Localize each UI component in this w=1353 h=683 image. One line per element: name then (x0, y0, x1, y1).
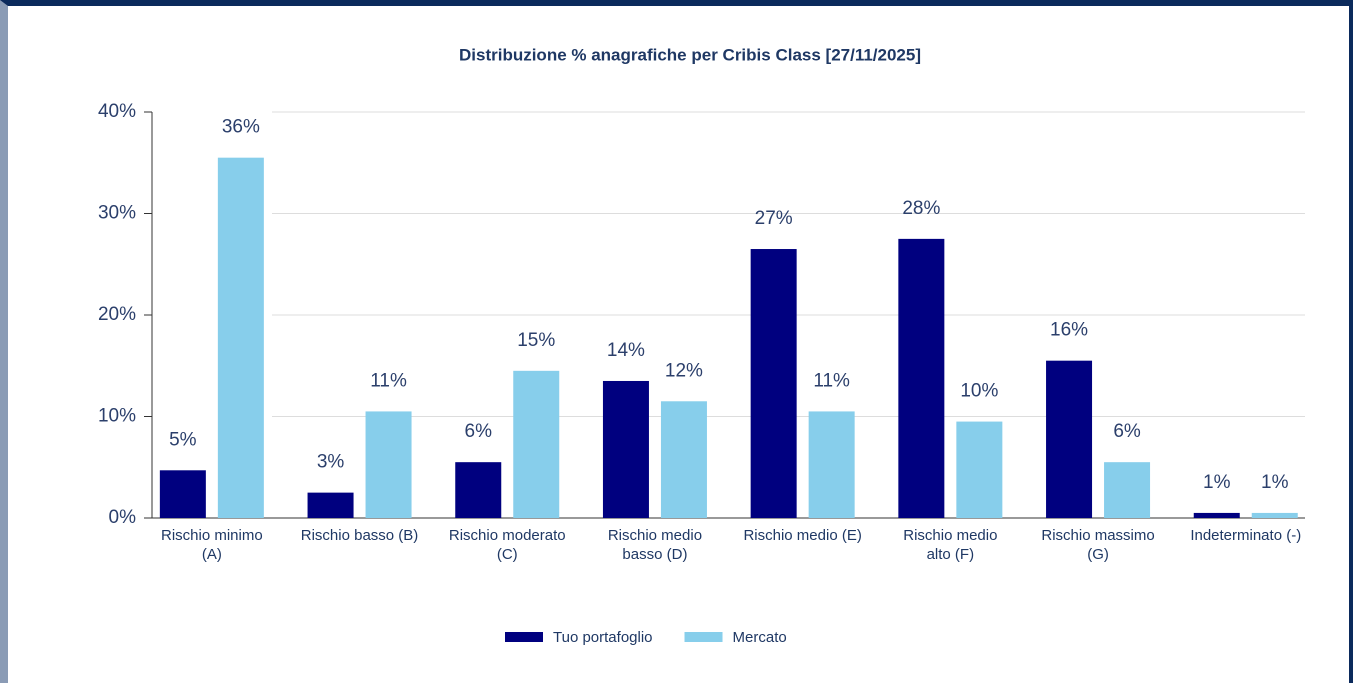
x-tick-label: Rischio basso (B) (300, 527, 419, 544)
x-tick-label-box: Rischio basso (B) (300, 527, 419, 544)
data-label: 15% (517, 330, 555, 351)
bar (808, 411, 855, 518)
bar (159, 470, 206, 518)
bar (1046, 360, 1093, 518)
bar (217, 157, 264, 519)
bar (898, 238, 945, 518)
x-tick-label: Rischio medio (E) (743, 527, 862, 544)
bar (1104, 462, 1151, 518)
x-tick-label-box: Rischio massimo (G) (1041, 527, 1155, 563)
data-label: 28% (902, 198, 940, 219)
data-label: 12% (665, 360, 703, 381)
data-label: 10% (960, 381, 998, 402)
y-tick-label: 0% (109, 507, 137, 528)
y-tick-label: 40% (98, 101, 136, 122)
chart-title: Distribuzione % anagrafiche per Cribis C… (459, 45, 921, 64)
bar (513, 370, 560, 518)
data-label: 6% (465, 421, 493, 442)
bar (1251, 512, 1298, 518)
x-tick-label: Rischio minimo (A) (160, 527, 263, 563)
y-tick-label: 30% (98, 203, 136, 224)
data-label: 11% (813, 370, 850, 391)
data-label: 11% (370, 370, 407, 391)
data-label: 1% (1261, 472, 1289, 493)
x-tick-label-box: Rischio medio basso (D) (607, 527, 703, 563)
x-tick-label: Rischio moderato (C) (448, 527, 566, 563)
data-label: 1% (1203, 472, 1231, 493)
x-tick-label-box: Rischio medio alto (F) (903, 527, 998, 563)
bar (750, 249, 797, 518)
data-label: 14% (607, 340, 645, 361)
x-tick-label-box: Indeterminato (-) (1190, 527, 1302, 544)
bar (365, 411, 412, 518)
data-label: 3% (317, 452, 345, 473)
legend-swatch (505, 632, 543, 642)
legend-label: Tuo portafoglio (553, 629, 653, 646)
data-label: 6% (1113, 421, 1141, 442)
x-tick-label-box: Rischio medio (E) (743, 527, 862, 544)
y-tick-label: 20% (98, 304, 136, 325)
data-label: 16% (1050, 320, 1088, 341)
bar (660, 401, 707, 518)
x-tick-label: Rischio medio alto (F) (903, 527, 998, 563)
x-tick-label: Indeterminato (-) (1190, 527, 1302, 544)
bar (956, 421, 1003, 518)
data-label: 36% (222, 117, 260, 138)
x-tick-label-box: Rischio minimo (A) (160, 527, 263, 563)
bar (602, 380, 649, 518)
y-tick-label: 10% (98, 406, 136, 427)
legend-swatch (684, 632, 723, 642)
legend-label: Mercato (733, 629, 787, 646)
x-tick-label: Rischio massimo (G) (1041, 527, 1155, 563)
bar (1193, 512, 1240, 518)
bar (455, 462, 502, 518)
data-label: 27% (755, 208, 793, 229)
x-tick-label-box: Rischio moderato (C) (448, 527, 566, 563)
data-label: 5% (169, 429, 197, 450)
bar (307, 492, 354, 518)
x-tick-label: Rischio medio basso (D) (607, 527, 703, 563)
